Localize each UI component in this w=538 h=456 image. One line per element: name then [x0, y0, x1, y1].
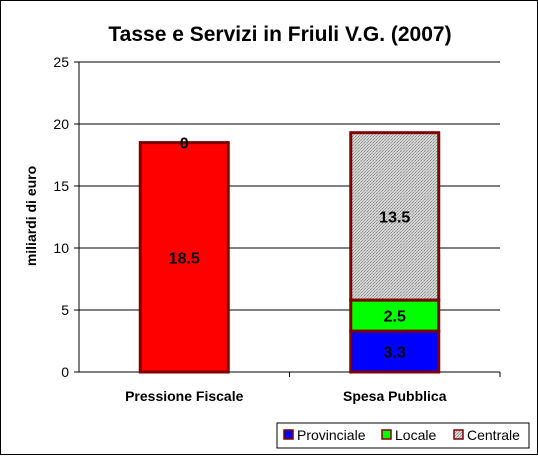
- bar-segment: [349, 131, 441, 302]
- data-labels: 18.5 0 3.3 2.5 13.5: [169, 136, 411, 362]
- y-tick-labels: 0 5 10 15 20 25: [53, 54, 69, 380]
- data-label: 3.3: [384, 345, 406, 362]
- bars: [138, 131, 441, 374]
- legend: Provinciale Locale Centrale: [276, 422, 530, 449]
- x-tick-labels: Pressione Fiscale Spesa Pubblica: [125, 388, 447, 404]
- legend-swatch: [453, 429, 464, 440]
- y-tick-label: 5: [61, 302, 69, 318]
- bar-segment: [138, 141, 230, 374]
- data-label: 2.5: [384, 309, 406, 326]
- y-tick-label: 10: [53, 240, 69, 256]
- legend-label: Centrale: [467, 427, 520, 443]
- y-tick-label: 15: [53, 178, 69, 194]
- data-label: 0: [180, 136, 189, 153]
- x-tick-label: Pressione Fiscale: [125, 388, 244, 404]
- y-tick-label: 25: [53, 54, 69, 70]
- legend-swatch: [283, 429, 294, 440]
- data-label: 18.5: [169, 250, 200, 267]
- y-axis-label: miliardi di euro: [23, 166, 39, 266]
- legend-box: [276, 422, 530, 449]
- legend-swatch: [381, 429, 392, 440]
- x-tick-label: Spesa Pubblica: [343, 388, 447, 404]
- y-tick-label: 0: [61, 364, 69, 380]
- bar-segment: [349, 298, 441, 333]
- data-label: 13.5: [379, 209, 410, 226]
- legend-label: Provinciale: [297, 427, 366, 443]
- legend-label: Locale: [395, 427, 436, 443]
- chart-title: Tasse e Servizi in Friuli V.G. (2007): [108, 23, 451, 46]
- y-tick-label: 20: [53, 116, 69, 132]
